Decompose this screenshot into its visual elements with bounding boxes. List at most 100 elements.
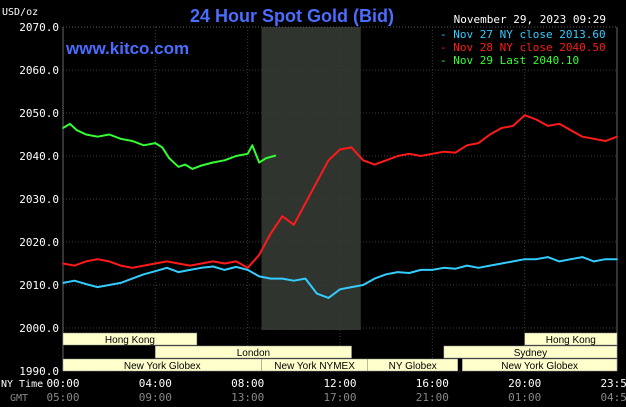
- data-point: [350, 146, 353, 149]
- data-point: [512, 125, 514, 127]
- data-point: [523, 114, 526, 116]
- data-point: [489, 133, 491, 136]
- ny-time-tick: 12:00: [323, 377, 356, 390]
- ny-time-tick: 23:59: [600, 377, 626, 390]
- data-point: [604, 140, 607, 142]
- data-point: [131, 140, 134, 142]
- data-point: [408, 272, 411, 274]
- data-point: [69, 123, 71, 125]
- data-point: [184, 163, 187, 166]
- y-tick-label: 2010.0: [19, 279, 59, 292]
- data-point: [235, 155, 237, 157]
- data-point: [293, 279, 295, 282]
- data-point: [558, 123, 561, 125]
- data-point: [108, 133, 110, 136]
- data-point: [154, 262, 157, 265]
- data-point: [339, 288, 341, 291]
- session-band-label: London: [237, 348, 270, 359]
- site-label: www.kitco.com: [65, 39, 189, 58]
- session-band-label: Hong Kong: [105, 335, 155, 346]
- data-point: [616, 135, 618, 138]
- session-band-label: New York NYMEX: [274, 361, 355, 372]
- data-point: [166, 260, 168, 263]
- data-point: [547, 256, 549, 258]
- gmt-tick: 01:00: [508, 391, 541, 404]
- session-band-label: New York Globex: [124, 361, 201, 372]
- y-tick-label: 2070.0: [19, 21, 59, 34]
- data-point: [489, 264, 491, 267]
- ny-time-tick: 08:00: [231, 377, 264, 390]
- session-band: New York NYMEX: [261, 358, 368, 372]
- data-point: [85, 133, 87, 136]
- gmt-tick: 21:00: [416, 391, 449, 404]
- data-point: [547, 125, 549, 127]
- ny-time-tick: 04:00: [139, 377, 172, 390]
- data-point: [251, 144, 254, 147]
- session-band-label: Hong Kong: [546, 335, 596, 346]
- data-point: [177, 166, 180, 168]
- session-band-label: NY Globex: [389, 361, 437, 372]
- data-point: [316, 181, 318, 183]
- y-tick-label: 2020.0: [19, 236, 59, 249]
- data-point: [258, 161, 261, 164]
- session-band: Sydney: [443, 345, 618, 359]
- session-band: NY Globex: [367, 358, 458, 372]
- data-point: [454, 151, 457, 154]
- session-band-rect: [367, 358, 458, 372]
- session-band-rect: [462, 358, 618, 372]
- data-point: [362, 159, 364, 162]
- market-sessions: Hong Kong Hong Kong London Sydney New York G…: [62, 332, 618, 372]
- data-point: [373, 163, 376, 166]
- data-point: [154, 142, 157, 144]
- data-point: [143, 144, 145, 147]
- data-point: [362, 284, 364, 286]
- data-point: [200, 164, 203, 167]
- data-point: [200, 267, 203, 269]
- data-point: [73, 279, 76, 282]
- data-point: [246, 269, 249, 271]
- data-point: [274, 154, 277, 157]
- data-point: [212, 265, 214, 268]
- legend-nov28: - Nov 28 NY close 2040.50: [440, 41, 606, 54]
- data-point: [177, 262, 180, 265]
- data-point: [431, 269, 434, 271]
- data-point: [327, 159, 330, 162]
- data-point: [604, 258, 607, 261]
- data-point: [316, 292, 318, 295]
- data-point: [119, 282, 122, 284]
- y-tick-label: 2060.0: [19, 64, 59, 77]
- data-point: [189, 269, 191, 271]
- data-point: [535, 118, 537, 121]
- session-band-label: Sydney: [514, 348, 547, 359]
- data-point: [420, 155, 422, 157]
- timestamp: November 29, 2023 09:29: [454, 13, 606, 26]
- data-point: [593, 260, 595, 263]
- data-point: [96, 135, 99, 138]
- chart-title: 24 Hour Spot Gold (Bid): [190, 6, 394, 26]
- data-point: [385, 159, 388, 162]
- data-point: [270, 232, 272, 235]
- data-point: [270, 277, 272, 280]
- data-point: [304, 277, 307, 280]
- data-point: [443, 150, 445, 153]
- session-band: Hong Kong: [524, 332, 618, 346]
- data-point: [523, 258, 526, 261]
- session-band-rect: [155, 345, 352, 359]
- data-point: [73, 264, 76, 267]
- y-tick-label: 1990.0: [19, 365, 59, 378]
- data-point: [191, 168, 194, 170]
- data-point: [581, 135, 584, 138]
- data-point: [212, 260, 214, 263]
- session-band-rect: [62, 332, 198, 346]
- data-point: [189, 264, 191, 267]
- y-tick-label: 2030.0: [19, 193, 59, 206]
- data-point: [581, 256, 584, 258]
- session-band-rect: [443, 345, 618, 359]
- data-point: [350, 286, 353, 288]
- data-point: [246, 153, 249, 155]
- data-point: [168, 157, 170, 159]
- data-point: [223, 159, 226, 162]
- data-point: [339, 148, 341, 151]
- y-unit-label: USD/oz: [2, 7, 38, 18]
